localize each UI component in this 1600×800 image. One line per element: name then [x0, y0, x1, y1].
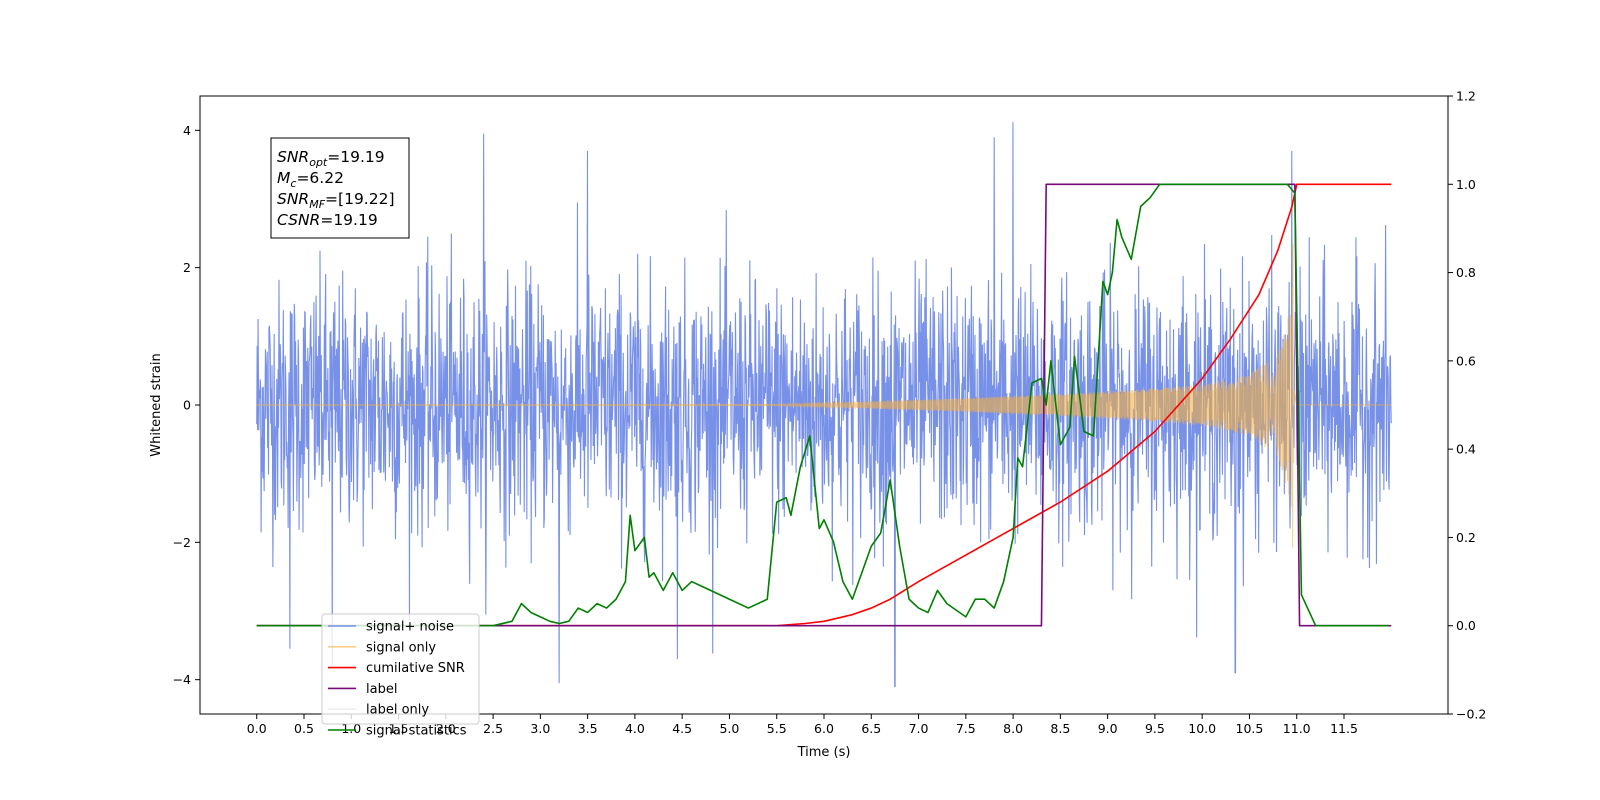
x-tick-label: 0.0: [247, 721, 267, 736]
snr-annotation-box: SNRopt=19.19Mc=6.22SNRMF=[19.22]CSNR=19.…: [270, 137, 410, 239]
annotation-subscript: MF: [309, 198, 325, 211]
legend-signal-noise-label: signal+ noise: [366, 620, 454, 635]
annotation-line: SNRMF=[19.22]: [277, 190, 395, 211]
y-left-tick-label: 2: [183, 260, 191, 275]
x-tick-label: 11.0: [1283, 721, 1311, 736]
legend-label-only-label: label only: [366, 703, 429, 718]
x-tick-label: 2.5: [483, 721, 503, 736]
series-signal-only-line: [256, 243, 1392, 548]
series-signal-statistics-line: [256, 183, 1389, 627]
annotation-symbol: M: [277, 169, 290, 187]
x-tick-label: 6.0: [814, 721, 834, 736]
legend-label-label: label: [366, 682, 397, 697]
y-right-tick-label: 0.8: [1456, 265, 1476, 280]
x-tick-label: 3.0: [530, 721, 550, 736]
x-tick-label: 3.5: [578, 721, 598, 736]
y-right-tick-label: 1.0: [1456, 177, 1476, 192]
annotation-line: CSNR=19.19: [277, 211, 378, 229]
x-tick-label: 10.0: [1188, 721, 1216, 736]
annotation-value: =[19.22]: [325, 190, 394, 208]
annotation-line: SNRopt=19.19: [277, 148, 385, 169]
y-left-tick-label: 0: [183, 398, 191, 413]
annotation-symbol: SNR: [277, 190, 309, 208]
x-tick-label: 8.0: [1003, 721, 1023, 736]
series-signal-noise-line: [256, 122, 1392, 688]
y-right-tick-label: 0.6: [1456, 353, 1476, 368]
legend-signal-statistics-label: signal statistics: [366, 724, 467, 739]
y-left-axis-label: Whitened strain: [149, 353, 164, 456]
x-tick-label: 1.0: [341, 721, 361, 736]
x-tick-label: 6.5: [861, 721, 881, 736]
y-right-tick-label: 0.2: [1456, 530, 1476, 545]
x-axis-ticks: 0.0 0.5 1.0 1.5 2.0 2.5 3.0 3.5 4.0 4.5 5.0 5.5 6.0 6…: [247, 714, 1358, 736]
legend-cumulative-snr-label: cumilative SNR: [366, 661, 465, 676]
y-right-tick-label: 0.4: [1456, 442, 1476, 457]
x-tick-label: 2.0: [436, 721, 456, 736]
y-right-axis-ticks: −0.2 0.0 0.2 0.4 0.6 0.8 1.0 1.2: [1448, 89, 1486, 722]
x-tick-label: 9.5: [1145, 721, 1165, 736]
annotation-subscript: opt: [309, 156, 328, 169]
legend-signal-only-label: signal only: [366, 640, 436, 655]
y-left-tick-label: −2: [173, 535, 191, 550]
y-right-tick-label: 1.2: [1456, 89, 1476, 104]
annotation-value: =6.22: [296, 169, 344, 187]
y-left-tick-label: −4: [173, 672, 191, 687]
x-tick-label: 0.5: [294, 721, 314, 736]
annotation-symbol: CSNR: [277, 211, 320, 229]
annotation-symbol: SNR: [277, 148, 309, 166]
x-tick-label: 8.5: [1050, 721, 1070, 736]
annotation-subscript: c: [290, 177, 296, 190]
x-tick-label: 5.5: [767, 721, 787, 736]
annotation-line: Mc=6.22: [277, 169, 344, 190]
x-tick-label: 7.5: [956, 721, 976, 736]
x-tick-label: 5.0: [720, 721, 740, 736]
annotation-value: =19.19: [320, 211, 377, 229]
x-tick-label: 7.0: [909, 721, 929, 736]
legend-frame: [321, 613, 480, 725]
annotation-frame: [270, 137, 410, 239]
x-axis-label: Time (s): [797, 745, 851, 760]
y-left-axis-ticks: −4 −2 0 2 4: [173, 123, 200, 687]
y-left-tick-label: 4: [183, 123, 191, 138]
x-tick-label: 4.5: [672, 721, 692, 736]
y-right-tick-label: 0.0: [1456, 618, 1476, 633]
annotation-value: =19.19: [327, 148, 384, 166]
x-tick-label: 10.5: [1236, 721, 1264, 736]
legend: signal+ noise signal only cumilative SNR la…: [321, 613, 480, 739]
x-tick-label: 9.0: [1098, 721, 1118, 736]
x-tick-label: 11.5: [1330, 721, 1358, 736]
x-tick-label: 4.0: [625, 721, 645, 736]
y-right-tick-label: −0.2: [1456, 707, 1486, 722]
series-layer: [256, 122, 1392, 688]
x-tick-label: 1.5: [389, 721, 409, 736]
